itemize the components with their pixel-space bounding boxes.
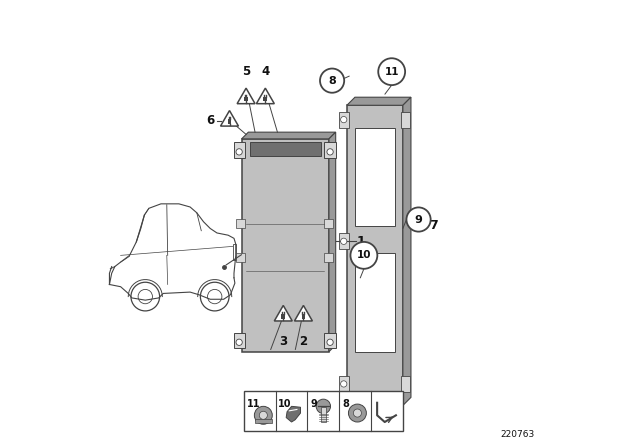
Text: 8: 8 — [342, 399, 349, 409]
Text: 5: 5 — [242, 65, 250, 78]
Polygon shape — [242, 132, 336, 139]
Bar — [244, 391, 403, 431]
Text: 7: 7 — [429, 219, 438, 232]
Text: 6: 6 — [206, 114, 214, 128]
Circle shape — [327, 339, 333, 345]
Text: 220763: 220763 — [500, 430, 535, 439]
Bar — [355, 128, 395, 226]
Text: 3: 3 — [279, 335, 287, 348]
Text: 4: 4 — [261, 65, 269, 78]
Polygon shape — [347, 97, 411, 105]
Polygon shape — [329, 132, 336, 352]
Bar — [242, 139, 329, 352]
Polygon shape — [403, 97, 411, 405]
Bar — [321, 407, 326, 422]
Bar — [255, 419, 272, 423]
Circle shape — [340, 116, 347, 123]
Bar — [355, 253, 395, 352]
Bar — [339, 112, 349, 128]
Circle shape — [378, 58, 405, 85]
Bar — [264, 97, 268, 101]
Circle shape — [353, 409, 362, 417]
Bar — [234, 142, 244, 158]
Bar — [282, 314, 285, 319]
Text: 9: 9 — [415, 215, 422, 224]
Text: 1: 1 — [356, 234, 365, 248]
Bar — [324, 220, 333, 228]
Circle shape — [351, 242, 378, 269]
Bar — [244, 97, 248, 101]
Bar — [401, 112, 410, 128]
Text: 11: 11 — [385, 67, 399, 77]
Circle shape — [236, 149, 243, 155]
Polygon shape — [275, 306, 292, 321]
Circle shape — [316, 399, 330, 414]
Circle shape — [254, 406, 272, 424]
Text: 11: 11 — [246, 399, 260, 409]
Circle shape — [348, 404, 366, 422]
Bar — [234, 333, 244, 348]
Bar — [236, 254, 245, 263]
Bar — [250, 142, 321, 156]
Circle shape — [236, 339, 243, 345]
Circle shape — [320, 69, 344, 93]
Polygon shape — [347, 105, 403, 405]
Bar — [324, 254, 333, 263]
Polygon shape — [286, 406, 301, 422]
Text: 2: 2 — [300, 335, 307, 348]
Circle shape — [259, 411, 268, 419]
Circle shape — [340, 381, 347, 387]
Polygon shape — [294, 306, 312, 321]
Text: 9: 9 — [310, 399, 317, 409]
Text: 10: 10 — [356, 250, 371, 260]
Bar — [339, 376, 349, 392]
Polygon shape — [237, 88, 255, 103]
Bar — [236, 220, 245, 228]
Bar — [233, 244, 236, 260]
Circle shape — [406, 207, 431, 232]
Polygon shape — [257, 88, 275, 103]
Bar — [301, 314, 305, 319]
Bar — [401, 376, 410, 392]
Circle shape — [340, 238, 347, 245]
Bar — [339, 233, 349, 250]
Polygon shape — [221, 111, 239, 126]
Text: 8: 8 — [328, 76, 336, 86]
Circle shape — [327, 149, 333, 155]
Bar — [324, 333, 336, 348]
Text: 10: 10 — [278, 399, 292, 409]
Bar — [228, 119, 232, 124]
Bar — [324, 142, 336, 158]
